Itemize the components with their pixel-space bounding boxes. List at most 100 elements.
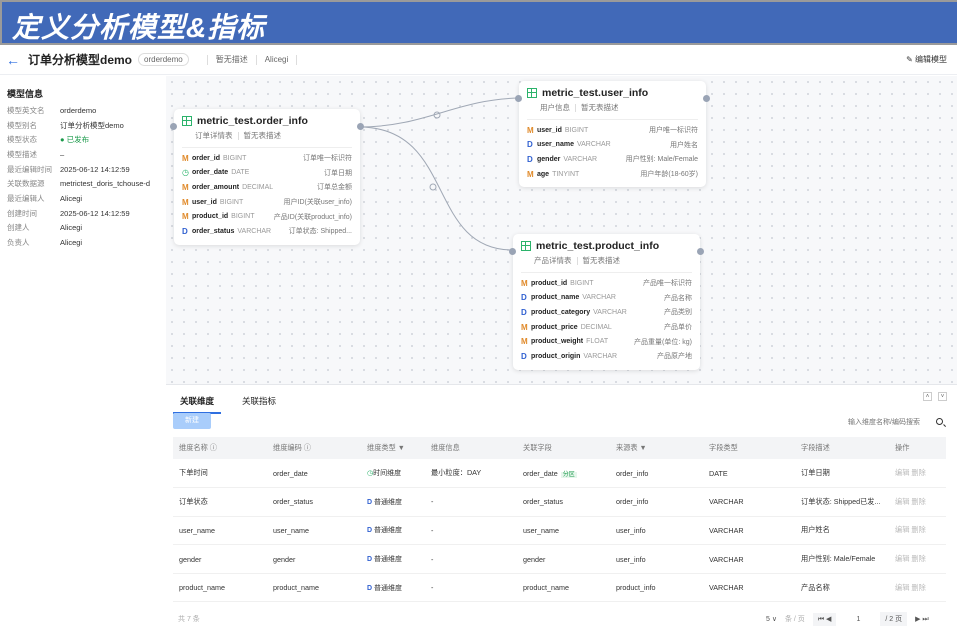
info-label: 模型别名 (7, 120, 37, 130)
actions-cell: 编辑 删除 (889, 544, 946, 574)
table-icon (521, 241, 531, 251)
first-page-icon[interactable]: ⏮ ◀ (812, 612, 837, 626)
cell-text: 下单时间 (179, 468, 208, 478)
info-value: Alicegi (60, 193, 83, 203)
page-input[interactable]: 1 (856, 615, 861, 623)
field-type: VARCHAR (576, 141, 611, 149)
connector-handle[interactable] (170, 123, 177, 130)
cell: user_name (267, 516, 361, 546)
cell: ◷时间维度 (361, 459, 425, 489)
info-label: 关联数据源 (7, 179, 45, 189)
field-desc: 产品唯一标识符 (643, 280, 692, 288)
info-value: 订单分析模型demo (60, 120, 124, 130)
field-desc: 用户ID(关联user_info) (283, 199, 352, 207)
banner-title: 定义分析模型&指标 (12, 12, 266, 43)
table-name: metric_test.product_info (521, 240, 692, 252)
info-label: 创建人 (7, 223, 30, 233)
table-alias: 订单详情表 (195, 131, 233, 140)
cell: product_name (173, 573, 267, 603)
relation-line-product[interactable] (358, 126, 514, 251)
back-arrow-icon[interactable]: ← (6, 51, 20, 68)
delete-link[interactable]: 删除 (911, 525, 926, 535)
new-dimension-button[interactable]: 新建 (173, 413, 211, 429)
delete-link[interactable]: 删除 (911, 554, 926, 564)
search-input[interactable] (726, 415, 946, 429)
dimension-type: D 普通维度 (367, 499, 402, 506)
dimension-icon: D (527, 140, 533, 150)
tab-related-metrics[interactable]: 关联指标 (242, 396, 277, 406)
cell: D 普通维度 (361, 516, 425, 546)
connector-handle[interactable] (515, 95, 522, 102)
field-type: FLOAT (586, 338, 609, 346)
dimension-icon: D (367, 556, 374, 564)
collapse-up-icon[interactable]: ˄ (923, 392, 932, 401)
info-label: 负责人 (7, 238, 30, 248)
measure-icon: M (527, 169, 534, 179)
field-name: order_status (192, 227, 235, 235)
edit-model-button[interactable]: ✎ 编辑模型 (906, 54, 947, 65)
field-name: order_id (192, 154, 221, 162)
delete-link[interactable]: 删除 (911, 582, 926, 592)
cell-text: order_date (523, 468, 558, 478)
connector-handle[interactable] (509, 248, 516, 255)
edit-link[interactable]: 编辑 (895, 582, 910, 592)
cell: user_info (610, 516, 703, 546)
edit-link[interactable]: 编辑 (895, 468, 910, 478)
cell-text: order_status (273, 497, 313, 507)
info-label: 模型描述 (7, 149, 37, 159)
expand-down-icon[interactable]: ˅ (938, 392, 947, 401)
measure-icon: M (182, 197, 189, 207)
cell-text: 用户姓名 (801, 525, 830, 535)
delete-link[interactable]: 删除 (911, 468, 926, 478)
edit-link[interactable]: 编辑 (895, 496, 910, 506)
actions-cell: 编辑 删除 (889, 573, 946, 603)
field-row[interactable]: ◷ order_date DATE 订单日期 (182, 166, 352, 181)
connector-handle[interactable] (703, 95, 710, 102)
info-label: 最近编辑时间 (7, 164, 52, 174)
relation-line-user[interactable] (358, 97, 521, 128)
cell-text: user_name (179, 525, 215, 535)
tab-related-dimensions[interactable]: 关联维度 (173, 393, 222, 414)
table-subtitle: 订单详情表 暂无表描述 (195, 130, 352, 141)
column-header: 关联字段 (517, 437, 610, 459)
info-value: Alicegi (60, 238, 83, 248)
cell-text: VARCHAR (709, 497, 744, 507)
connector-handle[interactable] (357, 123, 364, 130)
edit-link[interactable]: 编辑 (895, 554, 910, 564)
delete-link[interactable]: 删除 (911, 496, 926, 506)
search-icon[interactable] (936, 418, 943, 425)
next-page-icon[interactable]: ▶ ⏭ (915, 615, 929, 623)
info-row: 模型描述 – (0, 147, 166, 162)
edit-link[interactable]: 编辑 (895, 525, 910, 535)
connector-handle[interactable] (697, 248, 704, 255)
actions-cell: 编辑 删除 (889, 487, 946, 517)
link-icon (433, 111, 441, 119)
cell: order_info (610, 459, 703, 489)
field-name: product_category (531, 308, 591, 316)
cell: D 普通维度 (361, 487, 425, 517)
model-title: 订单分析模型demo (28, 53, 133, 67)
field-name: user_name (537, 141, 574, 149)
page-size-select[interactable]: 5 ∨ (766, 616, 777, 623)
cell: D 普通维度 (361, 573, 425, 603)
dimension-type: D 普通维度 (367, 527, 402, 534)
